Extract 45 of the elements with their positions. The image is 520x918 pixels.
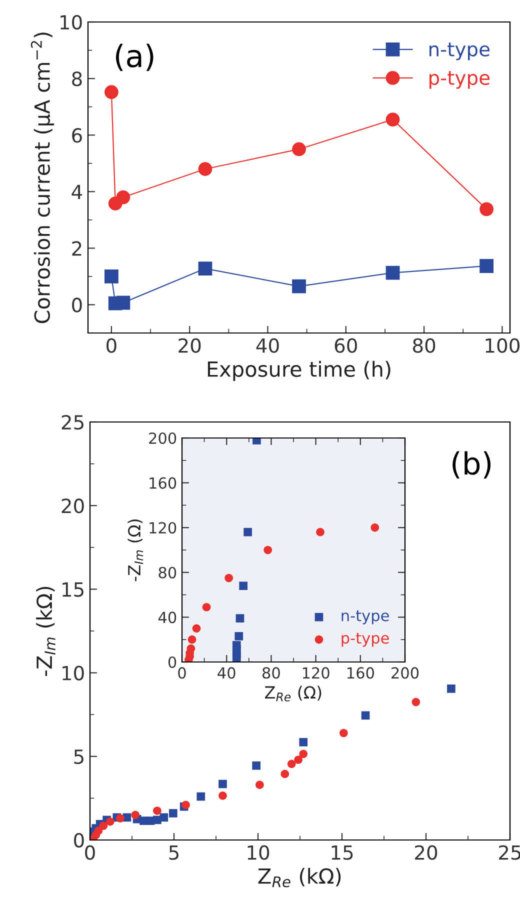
y-tick-label: 8 xyxy=(72,72,82,86)
x-tick-label: 40 xyxy=(218,667,236,679)
x-tick-label: 0 xyxy=(85,845,95,860)
annotation: (a) xyxy=(116,44,154,72)
legend-label: n-type xyxy=(430,42,490,60)
x-tick-label: 100 xyxy=(486,338,520,353)
x-tick-label: 200 xyxy=(392,667,419,679)
x-tick-label: 60 xyxy=(334,338,357,353)
x-tick-label: 80 xyxy=(262,667,280,679)
x-tick-label: 20 xyxy=(178,338,201,353)
y-tick-label: 0 xyxy=(168,656,176,668)
x-tick-label: 0 xyxy=(178,667,186,679)
x-axis-title: Exposure time (h) xyxy=(208,360,390,382)
x-tick-label: 0 xyxy=(106,338,116,353)
y-tick-label: 40 xyxy=(158,612,176,624)
y-axis-title: Corrosion current (μA cm$^{−2}$) xyxy=(30,32,54,324)
legend-label: p-type xyxy=(342,632,389,647)
x-tick-label: 40 xyxy=(256,338,279,353)
y-tick-label: 10 xyxy=(60,14,82,30)
x-tick-label: 15 xyxy=(332,845,353,860)
y-tick-label: 0 xyxy=(74,832,84,848)
y-tick-label: 5 xyxy=(74,750,84,764)
y-axis-title: -Z$_{Im}$ (kΩ) xyxy=(36,586,56,676)
y-tick-label: 120 xyxy=(150,522,176,534)
x-tick-label: 80 xyxy=(412,338,436,353)
x-tick-label: 120 xyxy=(302,667,330,679)
y-tick-label: 4 xyxy=(72,184,82,200)
y-tick-label: 15 xyxy=(62,582,84,597)
y-tick-label: 0 xyxy=(72,298,82,312)
annotation: (b) xyxy=(452,451,491,479)
y-tick-label: 6 xyxy=(72,128,82,143)
legend-label: p-type xyxy=(430,71,490,89)
y-tick-label: 25 xyxy=(62,414,84,430)
legend-label: n-type xyxy=(342,610,389,624)
y-tick-label: 160 xyxy=(150,477,176,489)
x-axis-title: Z$_{Re}$ (kΩ) xyxy=(258,868,341,888)
y-tick-label: 2 xyxy=(72,241,82,256)
y-tick-label: 200 xyxy=(149,432,176,444)
y-axis-title: -Z$_{Im}$ (Ω) xyxy=(128,520,144,582)
x-axis-title: Z$_{Re}$ (Ω) xyxy=(265,686,322,702)
y-tick-label: 20 xyxy=(62,498,84,514)
x-tick-label: 10 xyxy=(248,845,270,860)
x-tick-label: 20 xyxy=(415,845,438,860)
y-tick-label: 80 xyxy=(158,566,176,578)
x-tick-label: 160 xyxy=(347,667,374,679)
